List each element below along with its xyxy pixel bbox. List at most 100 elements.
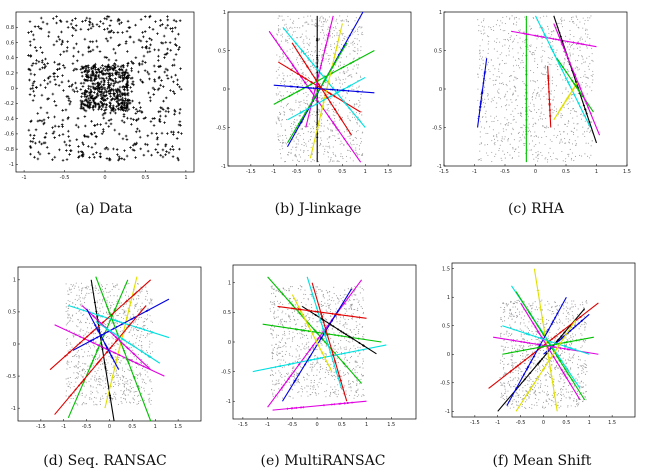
data-point <box>117 403 119 405</box>
data-point <box>102 97 106 101</box>
data-point <box>504 157 506 159</box>
data-point <box>591 90 593 92</box>
data-point <box>128 369 130 372</box>
data-point <box>493 29 495 32</box>
data-point <box>528 129 530 131</box>
data-point <box>67 99 71 102</box>
inlier-point <box>126 316 129 319</box>
data-point <box>590 15 592 17</box>
data-point <box>481 25 483 27</box>
data-point <box>306 102 308 104</box>
data-point <box>129 379 131 381</box>
data-point <box>340 140 342 142</box>
data-point <box>564 160 567 163</box>
data-point <box>518 30 520 32</box>
data-point <box>102 300 104 302</box>
data-point <box>112 398 114 400</box>
data-point <box>351 129 353 131</box>
data-point <box>173 92 176 95</box>
data-point <box>487 154 489 156</box>
data-point <box>500 20 502 22</box>
data-point <box>333 118 336 120</box>
inlier-point <box>344 102 347 105</box>
data-point <box>281 33 283 35</box>
inlier-point <box>127 309 130 312</box>
data-point <box>109 373 111 375</box>
data-point <box>95 387 97 389</box>
data-point <box>83 115 87 118</box>
data-point <box>361 31 363 33</box>
data-point <box>150 153 153 157</box>
data-point <box>162 99 165 103</box>
data-point <box>281 15 283 17</box>
data-point <box>103 94 107 98</box>
data-point <box>349 135 351 137</box>
data-point <box>130 82 134 86</box>
data-point <box>135 306 137 308</box>
data-point <box>531 140 534 142</box>
data-point <box>338 46 340 48</box>
data-point <box>516 34 518 37</box>
data-point <box>127 368 129 370</box>
data-point <box>540 72 542 74</box>
data-point <box>506 104 508 106</box>
data-point <box>129 117 133 120</box>
data-point <box>60 80 64 84</box>
inlier-point <box>295 70 298 73</box>
inlier-point <box>95 310 98 313</box>
data-point <box>351 369 354 371</box>
data-point <box>31 86 35 90</box>
data-point <box>356 395 358 398</box>
data-point <box>80 95 83 99</box>
data-point <box>568 155 570 157</box>
data-point <box>332 365 335 367</box>
data-point <box>288 151 290 154</box>
data-point <box>101 285 103 288</box>
data-point <box>44 132 48 135</box>
data-point <box>568 98 570 100</box>
data-point <box>360 76 362 78</box>
data-point <box>512 147 514 149</box>
data-point <box>116 315 118 317</box>
data-point <box>40 51 44 54</box>
data-point <box>362 337 364 339</box>
data-point <box>545 74 547 76</box>
fitted-line <box>72 298 170 351</box>
inlier-point <box>104 344 107 347</box>
data-point <box>116 343 118 345</box>
inlier-point <box>557 62 560 65</box>
data-point <box>84 351 86 353</box>
data-point <box>352 113 354 115</box>
data-point <box>34 62 38 65</box>
data-point <box>484 144 486 146</box>
data-point <box>319 363 321 365</box>
data-point <box>518 65 520 67</box>
data-point <box>515 76 517 78</box>
data-point <box>555 158 557 160</box>
data-point <box>550 64 552 66</box>
data-point <box>576 24 578 26</box>
data-point <box>492 26 494 28</box>
data-point <box>87 70 91 73</box>
data-point <box>282 397 284 399</box>
data-point <box>340 155 342 157</box>
data-point <box>114 51 117 55</box>
data-point <box>337 351 339 354</box>
data-point <box>176 78 179 82</box>
data-point <box>331 160 333 162</box>
data-point <box>99 310 101 312</box>
inlier-point <box>316 37 319 40</box>
data-point <box>349 74 351 76</box>
data-point <box>357 48 359 50</box>
data-point <box>95 71 99 74</box>
data-point <box>496 102 498 104</box>
data-point <box>346 130 348 132</box>
data-point <box>99 299 101 301</box>
data-point <box>318 51 320 53</box>
data-point <box>130 346 132 348</box>
data-point <box>494 141 496 143</box>
data-point <box>279 58 281 60</box>
data-point <box>325 344 327 346</box>
data-point <box>84 403 86 405</box>
data-point <box>530 135 532 137</box>
